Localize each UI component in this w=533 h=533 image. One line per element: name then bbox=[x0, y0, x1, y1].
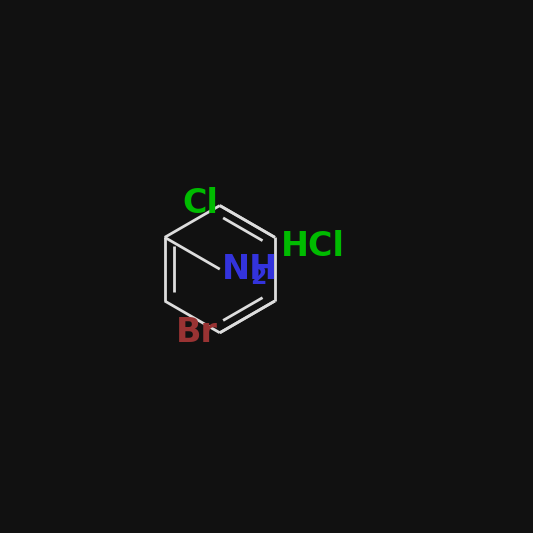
Text: NH: NH bbox=[222, 253, 278, 286]
Text: Cl: Cl bbox=[182, 187, 218, 220]
Text: 2: 2 bbox=[250, 265, 266, 289]
Text: Br: Br bbox=[176, 316, 218, 349]
Text: HCl: HCl bbox=[281, 230, 345, 263]
